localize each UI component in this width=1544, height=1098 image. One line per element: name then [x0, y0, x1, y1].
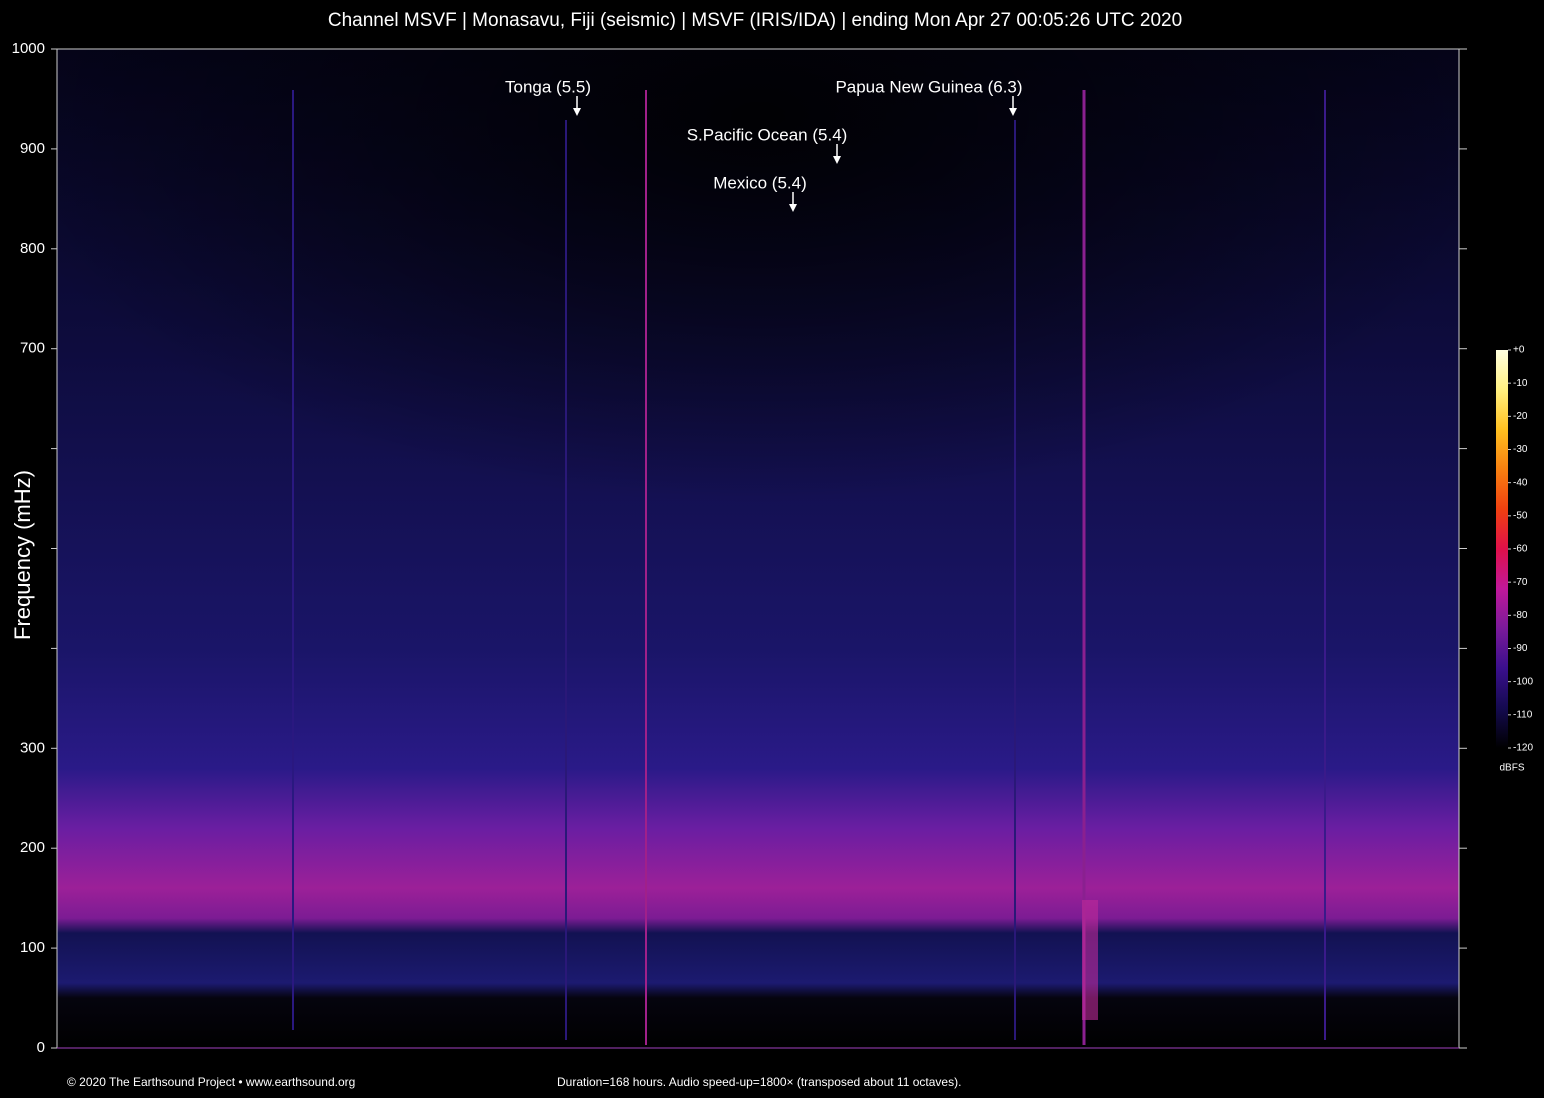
- y-tick-label: 700: [20, 340, 45, 357]
- colorbar-tick-label: -100: [1513, 676, 1533, 687]
- colorbar-tick-label: -110: [1513, 709, 1533, 720]
- colorbar-tick-label: -20: [1513, 411, 1528, 422]
- y-tick-label: 1000: [12, 40, 45, 57]
- annotation: Papua New Guinea (6.3): [835, 77, 1022, 96]
- colorbar-tick-label: -120: [1513, 743, 1533, 754]
- annotation-arrowhead: [1009, 108, 1017, 116]
- annotation-arrowhead: [833, 156, 841, 164]
- y-tick-label: 100: [20, 939, 45, 956]
- y-tick-label: 900: [20, 140, 45, 157]
- footer-center: Duration=168 hours. Audio speed-up=1800×…: [557, 1075, 961, 1089]
- colorbar-tick-label: -90: [1513, 643, 1528, 654]
- event-burst: [1082, 900, 1098, 1020]
- y-tick-label: 200: [20, 839, 45, 856]
- colorbar-tick-label: -10: [1513, 378, 1528, 389]
- annotation: Tonga (5.5): [505, 77, 591, 96]
- colorbar-tick-label: -80: [1513, 610, 1528, 621]
- colorbar-tick-label: +0: [1513, 345, 1525, 356]
- annotation-arrowhead: [789, 204, 797, 212]
- colorbar-label: dBFS: [1499, 763, 1524, 774]
- colorbar-tick-label: -70: [1513, 577, 1528, 588]
- colorbar-tick-label: -40: [1513, 477, 1528, 488]
- colorbar-tick-label: -50: [1513, 510, 1528, 521]
- colorbar-tick-label: -60: [1513, 544, 1528, 555]
- chart-title: Channel MSVF | Monasavu, Fiji (seismic) …: [328, 10, 1182, 31]
- event-streaks: [292, 90, 1326, 1045]
- annotation: S.Pacific Ocean (5.4): [687, 125, 848, 144]
- colorbar: [1496, 350, 1508, 748]
- colorbar-tick-label: -30: [1513, 444, 1528, 455]
- y-axis-label: Frequency (mHz): [10, 470, 35, 640]
- annotation: Mexico (5.4): [713, 173, 807, 192]
- spectrogram-shade: [57, 49, 1459, 749]
- y-tick-label: 300: [20, 739, 45, 756]
- y-tick-label: 0: [37, 1039, 45, 1056]
- y-tick-label: 800: [20, 240, 45, 257]
- footer-left: © 2020 The Earthsound Project • www.eart…: [67, 1075, 355, 1089]
- annotation-arrowhead: [573, 108, 581, 116]
